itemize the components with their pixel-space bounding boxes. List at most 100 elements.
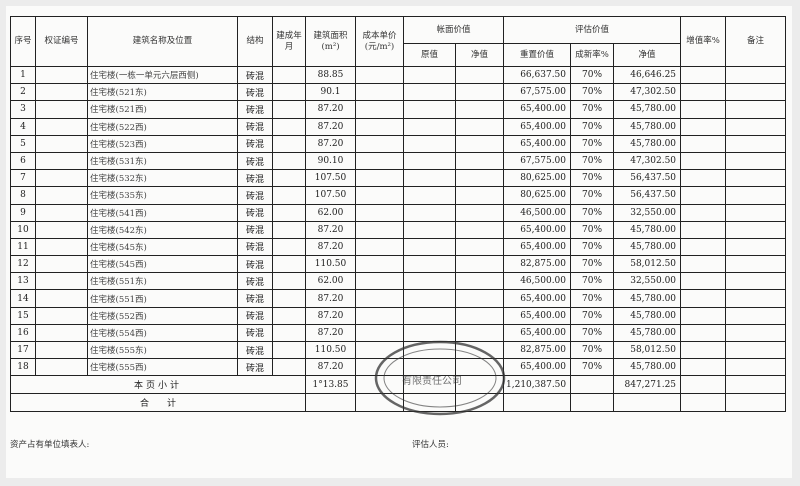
row-seq: 18 [10, 358, 36, 377]
row-cert-no [35, 358, 88, 377]
row-newness: 70% [570, 83, 615, 102]
total-row: 合 计 [10, 393, 787, 413]
row-replacement: 80,625.00 [503, 186, 572, 205]
row-replacement: 80,625.00 [503, 169, 572, 188]
row-area: 87.20 [305, 289, 356, 308]
row-built [272, 203, 306, 222]
row-seq: 12 [10, 255, 36, 274]
row-newness: 70% [570, 169, 615, 188]
row-replacement: 66,637.50 [503, 65, 572, 85]
row-appraised-net: 46,646.25 [613, 65, 682, 85]
subtotal-label: 本页小计 [10, 375, 306, 395]
row-structure: 砖混 [237, 340, 273, 360]
row-increase-rate [680, 255, 727, 274]
row-appraised-net: 45,780.00 [613, 289, 682, 308]
row-book-net [454, 220, 505, 239]
row-seq: 3 [10, 100, 36, 119]
row-newness: 70% [570, 255, 615, 274]
row-appraised-net: 45,780.00 [613, 306, 682, 325]
row-book-net [454, 151, 505, 171]
table-row: 15 住宅楼(552西) 砖混 87.20 65,400.00 70% 45,780.00 [10, 306, 787, 325]
row-cert-no [35, 83, 88, 102]
row-newness: 70% [570, 100, 615, 119]
row-book-original [403, 100, 456, 119]
row-name: 住宅楼(545西) [87, 255, 238, 274]
row-unit-cost [355, 203, 404, 222]
row-book-net [454, 289, 505, 308]
row-cert-no [35, 169, 88, 188]
row-appraised-net: 45,780.00 [613, 358, 682, 377]
table-row: 9 住宅楼(541西) 砖混 62.00 46,500.00 70% 32,550.00 [10, 203, 787, 222]
table-row: 10 住宅楼(542东) 砖混 87.20 65,400.00 70% 45,780.00 [10, 220, 787, 239]
row-remarks [725, 340, 787, 360]
row-area: 110.50 [305, 340, 356, 360]
row-built [272, 220, 306, 239]
row-built [272, 272, 306, 291]
row-area: 107.50 [305, 186, 356, 205]
row-book-original [403, 65, 456, 85]
row-book-original [403, 289, 456, 308]
row-newness: 70% [570, 358, 615, 377]
row-book-net [454, 65, 505, 85]
row-remarks [725, 306, 787, 325]
row-newness: 70% [570, 65, 615, 85]
row-structure: 砖混 [237, 169, 273, 188]
row-name: 住宅楼(531东) [87, 151, 238, 171]
row-area: 90.10 [305, 151, 356, 171]
row-appraised-net: 47,302.50 [613, 83, 682, 102]
row-seq: 17 [10, 340, 36, 360]
table-row: 6 住宅楼(531东) 砖混 90.10 67,575.00 70% 47,302.50 [10, 151, 787, 171]
row-seq: 5 [10, 134, 36, 153]
row-unit-cost [355, 220, 404, 239]
row-replacement: 67,575.00 [503, 151, 572, 171]
row-area: 87.20 [305, 220, 356, 239]
row-appraised-net: 58,012.50 [613, 340, 682, 360]
row-newness: 70% [570, 151, 615, 171]
row-increase-rate [680, 358, 727, 377]
row-newness: 70% [570, 289, 615, 308]
row-area: 87.20 [305, 306, 356, 325]
row-unit-cost [355, 100, 404, 119]
row-cert-no [35, 237, 88, 257]
row-replacement: 65,400.00 [503, 237, 572, 257]
row-appraised-net: 56,437.50 [613, 169, 682, 188]
row-book-net [454, 186, 505, 205]
row-seq: 13 [10, 272, 36, 291]
row-appraised-net: 32,550.00 [613, 272, 682, 291]
row-increase-rate [680, 169, 727, 188]
row-increase-rate [680, 272, 727, 291]
row-seq: 6 [10, 151, 36, 171]
row-cert-no [35, 117, 88, 136]
row-cert-no [35, 323, 88, 343]
row-area: 62.00 [305, 272, 356, 291]
row-name: 住宅楼(535东) [87, 186, 238, 205]
row-built [272, 134, 306, 153]
row-book-original [403, 117, 456, 136]
row-unit-cost [355, 117, 404, 136]
row-structure: 砖混 [237, 65, 273, 85]
row-built [272, 289, 306, 308]
row-seq: 14 [10, 289, 36, 308]
row-remarks [725, 134, 787, 153]
row-book-net [454, 100, 505, 119]
row-seq: 16 [10, 323, 36, 343]
row-built [272, 151, 306, 171]
row-area: 87.20 [305, 100, 356, 119]
row-remarks [725, 220, 787, 239]
row-seq: 8 [10, 186, 36, 205]
row-appraised-net: 45,780.00 [613, 117, 682, 136]
table-row: 16 住宅楼(554西) 砖混 87.20 65,400.00 70% 45,780.00 [10, 323, 787, 343]
row-book-original [403, 83, 456, 102]
row-increase-rate [680, 186, 727, 205]
row-cert-no [35, 151, 88, 171]
header-book-net: 净值 [454, 43, 505, 67]
row-cert-no [35, 289, 88, 308]
row-structure: 砖混 [237, 237, 273, 257]
row-name: 住宅楼(551东) [87, 272, 238, 291]
row-increase-rate [680, 340, 727, 360]
row-cert-no [35, 65, 88, 85]
row-structure: 砖混 [237, 220, 273, 239]
row-name: 住宅楼(551西) [87, 289, 238, 308]
row-book-original [403, 169, 456, 188]
row-book-original [403, 237, 456, 257]
